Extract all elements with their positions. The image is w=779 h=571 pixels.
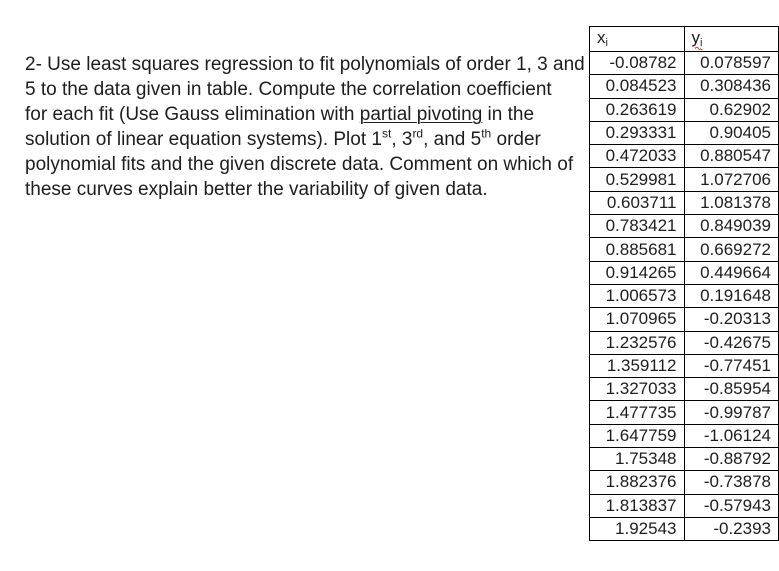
table-row: 1.92543 -0.2393 [589,516,779,542]
cell-yi: -0.42675 [683,330,779,355]
table-header-row: xi yi [589,26,779,52]
cell-yi: -0.73878 [683,470,779,495]
cell-yi: 1.081378 [683,190,779,216]
table-body: -0.08782 0.078597 0.084523 0.308436 0.263619… [589,50,779,542]
cell-yi: -0.20313 [683,307,779,332]
cell-xi: 0.472033 [589,144,685,169]
cell-yi: 0.191648 [683,283,779,309]
table-row: 1.070965 -0.20313 [589,307,779,332]
problem-line: solution of linear equation systems). Pl… [25,126,541,150]
table-row: 1.327033 -0.85954 [589,377,779,402]
data-table: xi yi -0.08782 0.078597 0.084523 0.308436 0.… [589,26,779,542]
cell-xi: 1.359112 [589,353,685,379]
table-row: 0.783421 0.849039 [589,214,779,239]
cell-xi: 0.885681 [589,237,685,262]
cell-yi: 0.449664 [683,260,779,285]
superscript-text: rd [412,126,424,141]
table-row: 1.75348 -0.88792 [589,447,779,472]
table-row: 1.813837 -0.57943 [589,493,779,518]
cell-xi: 1.647759 [589,423,685,449]
cell-xi: 1.070965 [589,307,685,332]
cell-yi: 0.880547 [683,144,779,169]
table-row: 1.232576 -0.42675 [589,330,779,355]
cell-xi: 1.232576 [589,330,685,355]
cell-xi: -0.08782 [589,50,685,76]
table-row: 1.006573 0.191648 [589,283,779,309]
cell-xi: 0.914265 [589,260,685,285]
cell-xi: 0.293331 [589,120,685,146]
cell-xi: 1.813837 [589,493,685,518]
cell-yi: -0.85954 [683,377,779,402]
table-row: 0.084523 0.308436 [589,74,779,99]
table-row: 0.914265 0.449664 [589,260,779,285]
table-row: 1.359112 -0.77451 [589,353,779,379]
cell-yi: 0.849039 [683,214,779,239]
column-header-yi-label: yi [691,28,703,49]
cell-yi: 0.62902 [683,97,779,122]
problem-statement: 2- Use least squares regression to fit p… [25,52,585,202]
cell-xi: 0.603711 [589,190,685,216]
superscript-text: st [381,126,392,141]
table-row: -0.08782 0.078597 [589,50,779,76]
cell-yi: -0.57943 [683,493,779,518]
cell-xi: 0.783421 [589,214,685,239]
cell-xi: 1.477735 [589,400,685,425]
superscript-text: th [481,126,492,141]
cell-yi: -0.2393 [683,516,779,542]
cell-yi: -1.06124 [683,423,779,449]
cell-yi: -0.77451 [683,353,779,379]
cell-xi: 0.529981 [589,167,685,192]
cell-yi: 0.308436 [683,74,779,99]
cell-yi: -0.88792 [683,447,779,472]
cell-yi: 0.078597 [683,50,779,76]
problem-line: 2- Use least squares regression to fit p… [25,54,585,75]
cell-xi: 1.92543 [589,516,685,542]
cell-xi: 0.263619 [589,97,685,122]
cell-yi: 0.669272 [683,237,779,262]
cell-xi: 1.75348 [589,447,685,472]
table-row: 1.647759 -1.06124 [589,423,779,449]
problem-line: 5 to the data given in table. Compute th… [25,79,552,100]
problem-line: these curves explain better the variabil… [25,179,488,200]
cell-yi: -0.99787 [683,400,779,425]
table-row: 0.885681 0.669272 [589,237,779,262]
table-row: 1.882376 -0.73878 [589,470,779,495]
table-row: 0.263619 0.62902 [589,97,779,122]
column-header-yi: yi [683,26,779,52]
cell-yi: 1.072706 [683,167,779,192]
cell-xi: 1.882376 [589,470,685,495]
problem-line: for each fit (Use Gauss elimination with… [25,104,535,125]
underlined-text: partial pivoting [359,104,483,125]
column-header-xi: xi [589,26,685,52]
column-header-xi-label: xi [597,28,608,49]
table-row: 0.529981 1.072706 [589,167,779,192]
cell-xi: 0.084523 [589,74,685,99]
cell-xi: 1.006573 [589,283,685,309]
cell-yi: 0.90405 [683,120,779,146]
cell-xi: 1.327033 [589,377,685,402]
table-row: 0.603711 1.081378 [589,190,779,216]
table-row: 1.477735 -0.99787 [589,400,779,425]
table-row: 0.293331 0.90405 [589,120,779,146]
problem-line: polynomial fits and the given discrete d… [25,154,574,175]
table-row: 0.472033 0.880547 [589,144,779,169]
